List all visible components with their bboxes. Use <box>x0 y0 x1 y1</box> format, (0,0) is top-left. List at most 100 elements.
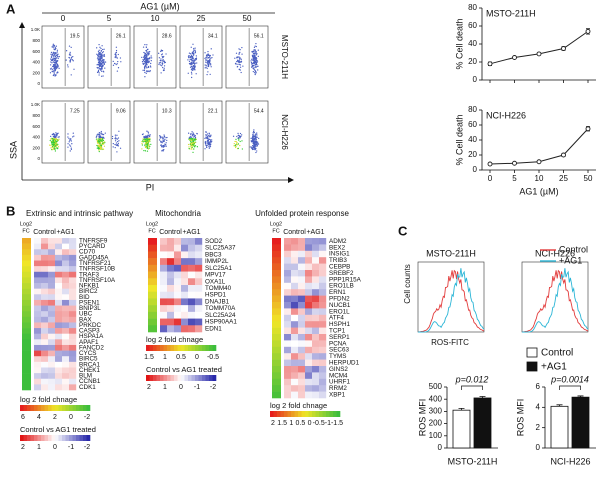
legend-label: +AG1 <box>541 362 567 373</box>
heat-cell <box>284 372 292 380</box>
event-dot <box>58 136 60 138</box>
heat-cell <box>188 311 196 319</box>
legend-bar <box>153 375 157 381</box>
legend-bar <box>72 405 77 411</box>
heat-cell <box>48 254 56 261</box>
event-dot <box>208 56 210 59</box>
legend-bar <box>329 411 334 417</box>
event-dot <box>100 60 103 62</box>
event-dot <box>50 147 52 149</box>
heat-cell <box>62 299 70 306</box>
plot-y-tick: 0 <box>37 156 40 161</box>
heat-cell <box>319 276 327 284</box>
event-dot <box>209 63 212 65</box>
col-label: +AG1 <box>56 229 74 236</box>
heat-cell <box>298 308 306 316</box>
heat-cell <box>48 367 56 374</box>
error-bar <box>577 395 584 398</box>
legend-tick: 0 <box>179 384 183 391</box>
gene-label: BAX <box>79 316 92 323</box>
event-dot <box>99 144 102 146</box>
heat-cell <box>195 285 203 293</box>
gene-label: SLC25A24 <box>205 312 236 319</box>
event-dot <box>192 132 194 134</box>
event-dot <box>238 137 240 139</box>
event-dot <box>67 66 69 68</box>
event-dot <box>96 135 98 137</box>
heat-cell <box>319 257 327 264</box>
event-dot <box>209 136 211 138</box>
heat-cell <box>55 299 63 306</box>
y-tick-label: 20 <box>468 57 477 66</box>
event-dot <box>252 59 255 61</box>
event-dot <box>162 137 164 140</box>
event-dot <box>235 145 237 148</box>
gene-label: XBP1 <box>329 391 346 398</box>
event-dot <box>56 142 58 144</box>
gene-label: APAF1 <box>79 339 99 346</box>
event-dot <box>149 65 152 67</box>
event-dot <box>55 45 57 47</box>
event-dot <box>115 49 118 52</box>
heat-cell <box>305 257 313 264</box>
event-dot <box>148 50 151 53</box>
heat-cell <box>291 327 299 335</box>
event-dot <box>194 145 197 147</box>
heat-cell <box>48 238 56 244</box>
heat-cell <box>48 316 56 323</box>
y-tick-label: 0 <box>536 443 541 452</box>
event-dot <box>54 62 56 64</box>
event-dot <box>254 56 256 58</box>
legend-tick: -0.5 <box>313 420 325 427</box>
heat-cell <box>55 283 63 289</box>
heat-cell <box>160 311 168 319</box>
heat-cell <box>48 266 56 273</box>
event-dot <box>190 146 192 148</box>
legend-bar <box>167 375 171 381</box>
event-dot <box>207 53 209 55</box>
heat-cell <box>305 385 313 392</box>
event-dot <box>164 143 166 145</box>
heat-cell <box>48 283 56 289</box>
heat-cell <box>291 359 299 367</box>
heat-cell <box>48 249 56 256</box>
heat-cell <box>312 257 320 264</box>
event-dot <box>188 62 191 65</box>
event-dot <box>193 47 195 50</box>
heat-cell <box>62 305 70 312</box>
fc-cell <box>22 283 31 289</box>
event-dot <box>241 53 243 55</box>
event-dot <box>149 137 151 140</box>
fc-label: FC <box>22 228 29 234</box>
event-dot <box>252 62 254 65</box>
event-dot <box>252 50 255 53</box>
data-point <box>487 161 493 167</box>
event-dot <box>100 136 102 139</box>
event-dot <box>256 61 258 64</box>
event-dot <box>54 48 56 51</box>
event-dot <box>50 51 53 54</box>
heat-cell <box>167 251 175 259</box>
heat-cell <box>167 318 175 326</box>
event-dot <box>255 137 257 140</box>
gene-label: PSEN1 <box>79 299 100 306</box>
heat-cell <box>298 302 306 309</box>
plot-y-tick: 400 <box>32 60 40 65</box>
legend-bar <box>23 405 28 411</box>
heat-cell <box>34 299 42 306</box>
legend-bar <box>195 345 199 351</box>
event-dot <box>149 58 151 60</box>
heat-cell <box>48 356 56 363</box>
event-dot <box>56 55 59 57</box>
event-dot <box>145 49 148 52</box>
event-dot <box>54 65 57 68</box>
heat-cell <box>69 238 77 244</box>
heat-cell <box>181 264 189 272</box>
event-dot <box>192 133 195 135</box>
heat-cell <box>41 311 49 318</box>
heat-cell <box>312 378 320 386</box>
heat-cell <box>298 372 306 380</box>
heat-cell <box>69 316 77 323</box>
event-dot <box>189 138 191 141</box>
event-dot <box>163 69 165 71</box>
